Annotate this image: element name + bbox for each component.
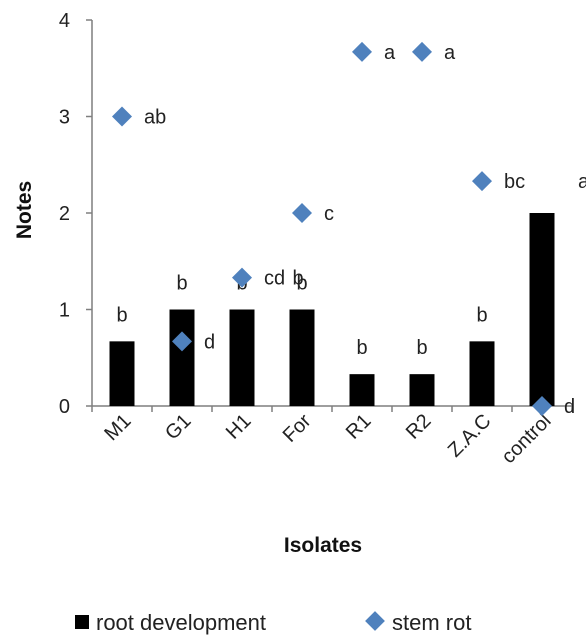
bar-label: b [356, 337, 367, 359]
marker-label: ab [144, 107, 166, 129]
bar [469, 341, 495, 406]
extra-significance-labels: ba [292, 171, 586, 290]
bar [409, 374, 435, 406]
bar [529, 213, 555, 406]
legend-label-stem-rot: stem rot [392, 610, 471, 635]
y-axis: 0 1 2 3 4 [59, 10, 93, 418]
bar-label: b [116, 304, 127, 326]
marker-point [532, 396, 552, 416]
bar-label: b [416, 337, 427, 359]
bar [169, 309, 195, 406]
bar [289, 309, 315, 406]
x-axis-title: Isolates [284, 534, 362, 557]
y-tick-label: 3 [59, 107, 70, 129]
y-axis-title: Notes [13, 181, 36, 239]
y-tick-label: 4 [59, 10, 70, 32]
marker-point [112, 106, 132, 127]
marker-point [412, 41, 432, 62]
legend: root development stem rot [75, 610, 471, 635]
marker-label: a [384, 42, 396, 64]
bar-label: b [476, 304, 487, 326]
x-tick-label: Z.A.C [444, 410, 496, 462]
bar-series [109, 213, 555, 406]
marker-label: d [204, 331, 215, 353]
marker-point [472, 171, 492, 192]
bar-label: b [296, 273, 307, 295]
x-tick-label: R1 [342, 410, 376, 444]
legend-swatch-root-development [75, 615, 89, 629]
marker-label: c [324, 203, 334, 225]
marker-label: a [444, 42, 456, 64]
y-tick-label: 1 [59, 300, 70, 322]
y-tick-label: 0 [59, 396, 70, 418]
bar [109, 341, 135, 406]
bar [229, 309, 255, 406]
x-axis: M1 G1 H1 For R1 R2 Z.A.C control [91, 405, 573, 468]
marker-label: d [564, 396, 575, 418]
marker-series [112, 41, 552, 416]
extra-label: a [578, 171, 586, 193]
legend-swatch-stem-rot [365, 611, 385, 631]
marker-significance-labels: ab d cd c a a bc d [144, 42, 575, 418]
marker-label: cd [264, 268, 285, 290]
x-tick-label: For [279, 410, 316, 447]
bar [349, 374, 375, 406]
extra-label: b [292, 268, 303, 290]
marker-point [172, 331, 192, 352]
y-tick-label: 2 [59, 203, 70, 225]
x-tick-label: H1 [222, 410, 256, 444]
marker-point [352, 41, 372, 62]
x-tick-label: control [498, 410, 556, 468]
marker-point [232, 267, 252, 288]
x-tick-label: G1 [161, 410, 195, 444]
marker-label: bc [504, 171, 525, 193]
legend-label-root-development: root development [96, 610, 266, 635]
x-tick-label: R2 [402, 410, 436, 444]
x-tick-label: M1 [100, 410, 135, 445]
bar-label: b [176, 273, 187, 295]
marker-point [292, 203, 312, 223]
